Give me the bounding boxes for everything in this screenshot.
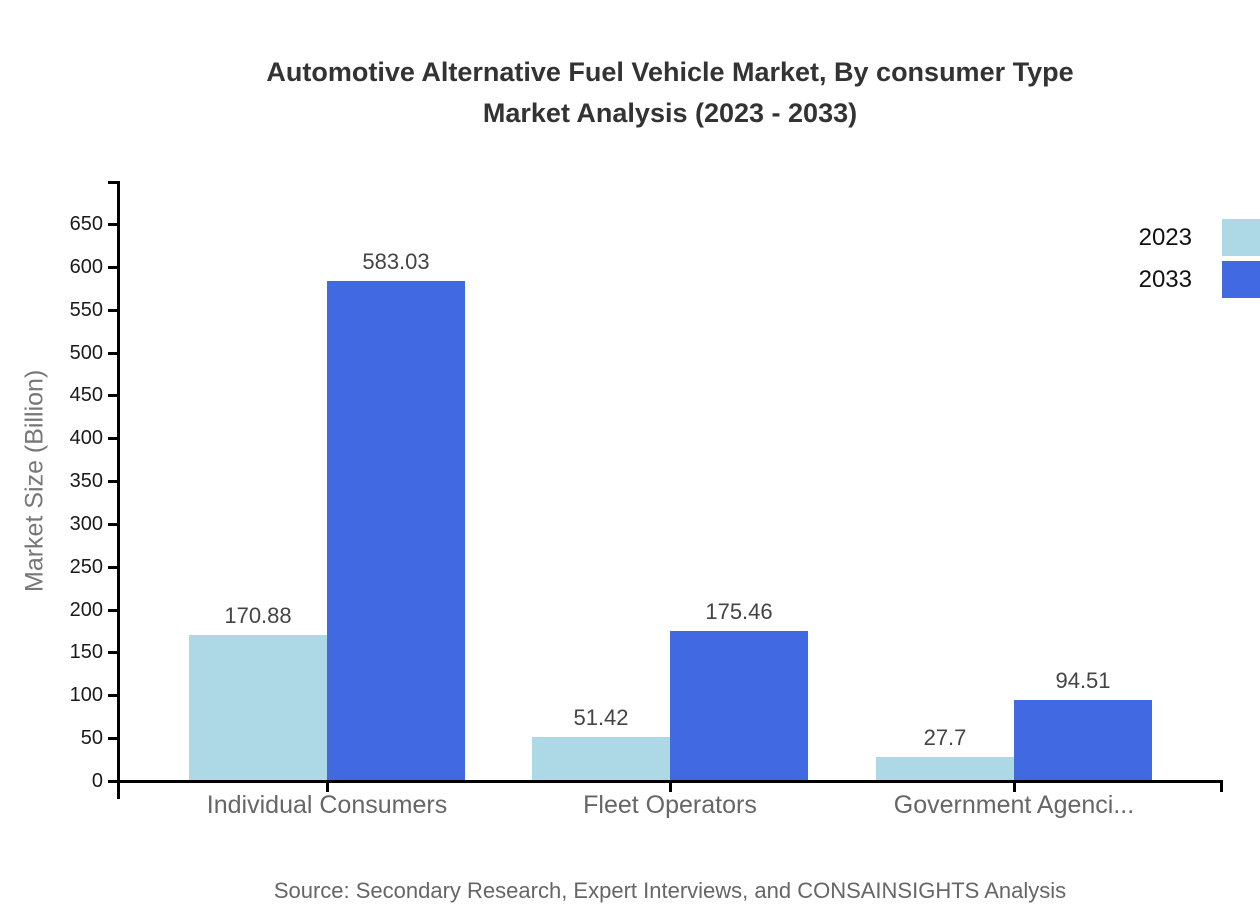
y-tick-label-300: 300: [69, 513, 103, 535]
y-axis-line: [117, 181, 120, 799]
x-tick-government-agenci: [1013, 783, 1016, 792]
y-tick-label-150: 150: [69, 641, 103, 663]
y-tick-label-350: 350: [69, 470, 103, 492]
legend-label-2023: 2023: [1138, 223, 1192, 251]
y-tick-label-50: 50: [80, 727, 103, 749]
x-tick-individual-consumers: [326, 783, 329, 792]
legend-swatch-2023: [1222, 219, 1260, 256]
chart-title-line1: Automotive Alternative Fuel Vehicle Mark…: [266, 57, 1074, 87]
y-tick-label-500: 500: [69, 342, 103, 364]
y-axis-end-tick: [108, 181, 117, 184]
legend-swatch-2033: [1222, 261, 1260, 298]
y-tick-400: [108, 437, 117, 440]
category-label-individual-consumers: Individual Consumers: [206, 791, 448, 819]
y-tick-650: [108, 223, 117, 226]
y-tick-600: [108, 266, 117, 269]
y-tick-250: [108, 566, 117, 569]
bar-2023-individual-consumers: [189, 635, 327, 781]
y-tick-label-600: 600: [69, 256, 103, 278]
legend: 2023 2033: [1139, 219, 1260, 298]
category-label-fleet-operators: Fleet Operators: [583, 791, 757, 819]
y-tick-label-200: 200: [69, 599, 103, 621]
y-tick-100: [108, 694, 117, 697]
value-label-2033-fleet-operators: 175.46: [705, 599, 773, 624]
bar-2033-government-agenci: [1014, 700, 1152, 781]
value-label-2023-government-agenci: 27.7: [923, 725, 967, 750]
y-tick-50: [108, 737, 117, 740]
value-label-2023-individual-consumers: 170.88: [224, 603, 292, 628]
legend-item-2023: 2023: [1139, 219, 1260, 256]
y-tick-500: [108, 352, 117, 355]
y-tick-200: [108, 609, 117, 612]
y-tick-150: [108, 651, 117, 654]
y-tick-450: [108, 394, 117, 397]
source-note: Source: Secondary Research, Expert Inter…: [273, 878, 1067, 903]
y-tick-350: [108, 480, 117, 483]
y-tick-label-450: 450: [69, 384, 103, 406]
x-axis-end-tick: [1220, 780, 1223, 792]
bar-2033-individual-consumers: [327, 281, 465, 781]
x-tick-fleet-operators: [669, 783, 672, 792]
category-label-government-agenci: Government Agenci...: [893, 791, 1135, 819]
chart-title: Automotive Alternative Fuel Vehicle Mark…: [80, 52, 1260, 134]
y-tick-label-250: 250: [69, 556, 103, 578]
y-tick-label-650: 650: [69, 213, 103, 235]
legend-item-2033: 2033: [1139, 261, 1260, 298]
x-axis-line: [117, 780, 1223, 783]
y-tick-label-400: 400: [69, 427, 103, 449]
bar-2023-government-agenci: [876, 757, 1014, 781]
chart-title-line2: Market Analysis (2023 - 2033): [482, 98, 858, 128]
legend-label-2033: 2033: [1138, 265, 1192, 293]
y-tick-label-100: 100: [69, 684, 103, 706]
y-tick-550: [108, 309, 117, 312]
y-tick-label-550: 550: [69, 299, 103, 321]
y-tick-300: [108, 523, 117, 526]
value-label-2023-fleet-operators: 51.42: [573, 705, 629, 730]
y-tick-0: [108, 780, 117, 783]
bar-2033-fleet-operators: [670, 631, 808, 781]
bar-2023-fleet-operators: [532, 737, 670, 781]
value-label-2033-government-agenci: 94.51: [1055, 668, 1111, 693]
y-tick-label-0: 0: [91, 770, 103, 792]
value-label-2033-individual-consumers: 583.03: [362, 249, 430, 274]
